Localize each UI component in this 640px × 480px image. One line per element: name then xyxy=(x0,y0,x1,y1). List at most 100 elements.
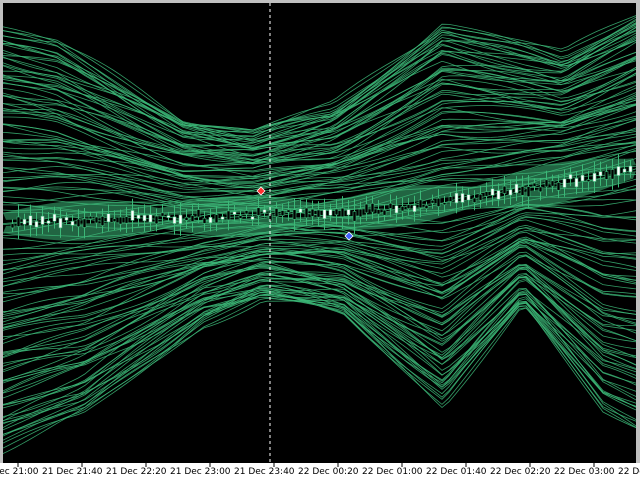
candle-body xyxy=(526,186,531,197)
ma-line-upper xyxy=(3,20,636,141)
candle-body xyxy=(22,218,27,225)
ma-line-lower xyxy=(3,206,636,271)
ma-line-lower xyxy=(3,255,636,359)
candle-body xyxy=(106,213,111,223)
ma-line-upper xyxy=(3,144,636,208)
candle-body xyxy=(196,209,201,218)
candle-body xyxy=(298,208,303,213)
candle-body xyxy=(208,217,213,224)
chart-plot-area[interactable] xyxy=(3,3,636,463)
ma-line-upper xyxy=(3,136,636,205)
candle-body xyxy=(304,207,309,219)
candle-body xyxy=(274,208,279,217)
ma-line-lower xyxy=(3,229,636,295)
candle-body xyxy=(544,179,549,188)
ma-line-lower xyxy=(3,254,636,338)
candle-body xyxy=(328,209,333,216)
candle-body xyxy=(178,214,183,224)
candle-body xyxy=(568,174,573,180)
candle-body xyxy=(316,209,321,218)
candle-body xyxy=(70,220,75,226)
candle-body xyxy=(412,205,417,213)
time-tick-label: 21 Dec 23:00 xyxy=(170,467,231,477)
candle-body xyxy=(148,214,153,223)
ma-line-upper xyxy=(3,69,636,163)
ma-line-upper xyxy=(3,103,636,189)
time-tick-label: 21 Dec 23:40 xyxy=(234,467,295,477)
candle-body xyxy=(202,217,207,224)
candle-body xyxy=(388,202,393,209)
candle-body xyxy=(520,186,525,196)
candle-body xyxy=(34,221,39,228)
candle-body xyxy=(160,212,165,217)
ma-line-upper xyxy=(3,67,636,162)
candle-body xyxy=(46,220,51,224)
candle-body xyxy=(100,216,105,226)
candle-body xyxy=(352,211,357,222)
candle-body xyxy=(250,216,255,220)
candle-body xyxy=(40,215,45,225)
candle-body xyxy=(16,216,21,227)
ma-line-upper xyxy=(3,57,636,165)
candle-body xyxy=(232,211,237,215)
candle-body xyxy=(220,216,225,220)
ma-line-lower xyxy=(3,226,636,303)
ma-line-upper xyxy=(3,80,636,169)
ma-line-upper xyxy=(3,22,636,134)
candle-body xyxy=(244,210,249,215)
ma-line-upper xyxy=(3,29,636,146)
ma-line-upper xyxy=(3,85,636,177)
candle-body xyxy=(628,165,633,173)
candle-body xyxy=(238,215,243,219)
candle-body xyxy=(586,179,591,182)
ma-line-lower xyxy=(3,293,636,435)
ma-line-lower xyxy=(3,219,636,283)
price-chart[interactable] xyxy=(3,3,636,463)
candle-body xyxy=(280,210,285,216)
candle-body xyxy=(496,190,501,200)
candle-body xyxy=(142,214,147,222)
ma-line-lower xyxy=(3,238,636,316)
candle-body xyxy=(76,218,81,228)
ma-line-upper xyxy=(3,56,636,150)
candle-body xyxy=(484,191,489,197)
time-tick-label: 21 Dec 21:00 xyxy=(0,467,39,477)
ma-line-lower xyxy=(3,273,636,381)
ma-line-upper xyxy=(3,143,636,203)
ma-line-upper xyxy=(3,94,636,173)
candle-body xyxy=(94,216,99,224)
candle-body xyxy=(598,171,603,177)
ma-line-lower xyxy=(3,224,636,299)
time-tick-label: 22 Dec 03:00 xyxy=(554,467,615,477)
ma-line-upper xyxy=(3,99,636,178)
candle-body xyxy=(124,216,129,224)
ma-line-upper xyxy=(3,27,636,142)
candle-body xyxy=(466,194,471,201)
candle-body xyxy=(622,168,627,173)
candle-body xyxy=(532,182,537,187)
ma-line-lower xyxy=(3,206,636,275)
time-tick-label: 22 Dec 03:40 xyxy=(618,467,640,477)
ma-line-lower xyxy=(3,216,636,287)
time-tick-label: 22 Dec 02:20 xyxy=(490,467,551,477)
candle-body xyxy=(610,169,615,180)
ma-line-upper xyxy=(3,32,636,137)
ma-line-lower xyxy=(3,266,636,373)
ma-line-lower xyxy=(3,241,636,326)
ma-line-lower xyxy=(3,212,636,270)
up-arrow-marker xyxy=(256,186,266,196)
candle-body xyxy=(604,171,609,180)
candle-body xyxy=(154,215,159,225)
ma-line-lower xyxy=(3,294,636,417)
ma-line-upper xyxy=(3,38,636,149)
candle-body xyxy=(88,215,93,220)
candle-body xyxy=(292,209,297,220)
candle-body xyxy=(166,215,171,218)
ma-line-lower xyxy=(3,285,636,428)
candle-body xyxy=(130,210,135,221)
candle-body xyxy=(424,204,429,209)
ma-line-lower xyxy=(3,291,636,431)
candle-body xyxy=(508,189,513,196)
candle-body xyxy=(82,218,87,228)
